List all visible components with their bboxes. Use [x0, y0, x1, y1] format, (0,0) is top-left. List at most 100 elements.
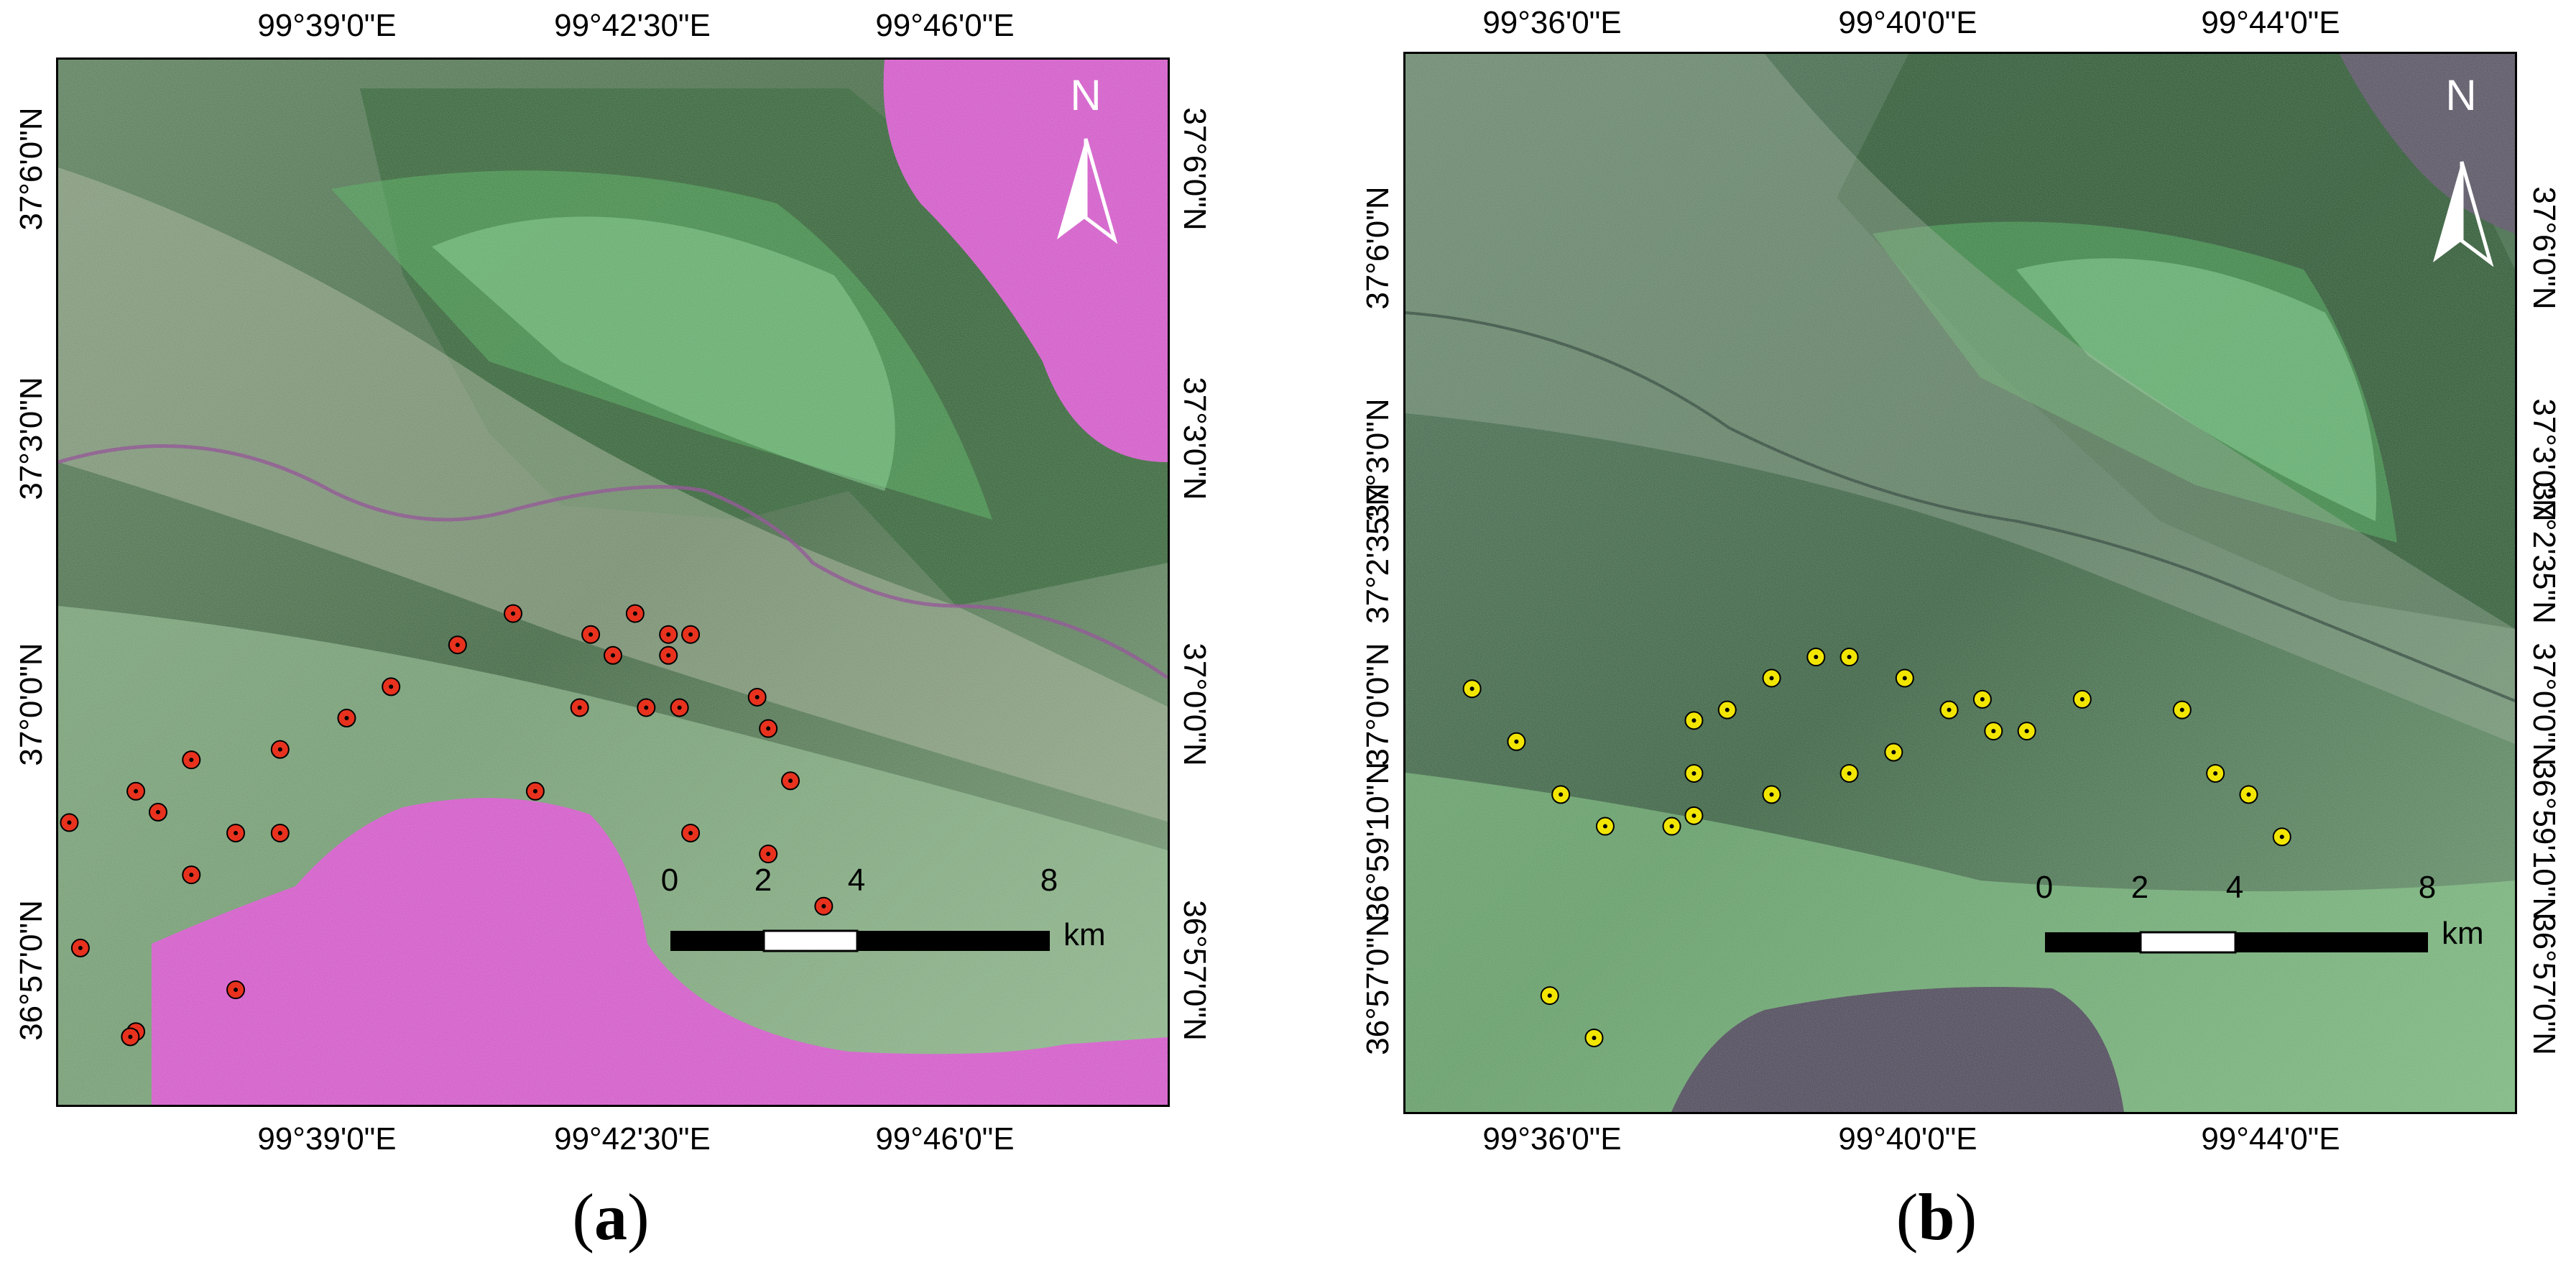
- sample-point-center: [277, 747, 282, 752]
- sample-point-center: [155, 809, 160, 814]
- sample-point-center: [1725, 707, 1730, 712]
- lat-label-right: 37°3'0"N: [1177, 377, 1212, 500]
- scale-tick-2: 2: [754, 863, 772, 898]
- lon-label-bottom: 99°36'0"E: [1482, 1121, 1622, 1157]
- caption-letter: a: [594, 1180, 627, 1254]
- sample-point-center: [1980, 697, 1985, 702]
- figure-caption-b: (b): [1896, 1180, 1977, 1254]
- sample-point-center: [577, 705, 582, 710]
- lat-label-left: 37°3'0"N: [14, 377, 49, 500]
- lon-label-top: 99°44'0"E: [2201, 5, 2340, 40]
- sample-point-center: [1514, 739, 1519, 744]
- sample-point-center: [189, 873, 194, 878]
- lon-label-bottom: 99°44'0"E: [2201, 1121, 2340, 1157]
- lat-label-right: 36°57'0"N: [1177, 900, 1212, 1041]
- sample-point-center: [754, 694, 760, 699]
- sample-point-center: [532, 789, 537, 794]
- lat-label-right: 37°2'35"N: [2526, 483, 2562, 624]
- sample-point-center: [1469, 686, 1474, 691]
- sample-point-center: [128, 1034, 133, 1039]
- lon-label-bottom: 99°40'0"E: [1838, 1121, 1977, 1157]
- sample-point-center: [2279, 835, 2284, 840]
- figure-caption-a: (a): [572, 1180, 650, 1254]
- sample-point-center: [1602, 824, 1607, 829]
- sample-point-center: [1902, 676, 1907, 681]
- north-label-b: N: [2445, 71, 2477, 119]
- sample-point-center: [234, 830, 239, 835]
- sample-point-center: [677, 705, 682, 710]
- lon-label-bottom: 99°39'0"E: [257, 1121, 397, 1157]
- sample-point-center: [67, 820, 72, 825]
- lon-label-top: 99°42'30"E: [554, 8, 711, 43]
- scale-unit-label: km: [2442, 916, 2484, 951]
- sample-point-center: [2024, 729, 2029, 734]
- sample-point-center: [1847, 771, 1852, 776]
- sample-points-a: [60, 604, 834, 1047]
- panel-b: 0 2 4 8 km N 99°36'0"E 99°40'0"E 99°44'0…: [1286, 0, 2576, 1278]
- sample-point-center: [766, 726, 771, 731]
- scale-tick-2: 2: [2130, 870, 2149, 905]
- sample-point-center: [632, 611, 637, 616]
- sample-point-center: [688, 830, 693, 835]
- sample-points-b: [1462, 648, 2291, 1047]
- sample-point-center: [1847, 655, 1852, 660]
- map-image-a: [58, 60, 1168, 1105]
- lon-label-top: 99°46'0"E: [875, 8, 1015, 43]
- sample-point-center: [1592, 1035, 1597, 1040]
- sample-point-center: [644, 705, 649, 710]
- lon-label-top: 99°39'0"E: [257, 8, 397, 43]
- sample-point-center: [588, 632, 594, 637]
- sample-point-center: [2213, 771, 2218, 776]
- scale-unit-label: km: [1063, 917, 1106, 952]
- sample-point-center: [611, 653, 615, 658]
- scale-bar-b: [2045, 931, 2428, 954]
- north-arrow-icon-b: [2433, 161, 2494, 267]
- lat-label-right: 36°59'10"N: [2526, 761, 2562, 921]
- sample-point-center: [1559, 792, 1564, 797]
- scale-tick-8: 8: [2418, 870, 2437, 905]
- north-label-a: N: [1070, 71, 1102, 119]
- sample-point-center: [134, 789, 139, 794]
- sample-point-center: [78, 945, 83, 950]
- sample-point-center: [1669, 824, 1674, 829]
- lat-label-left: 37°2'35"N: [1360, 483, 1395, 624]
- sample-point-center: [766, 852, 771, 857]
- lat-label-right: 37°0'0"N: [1177, 643, 1212, 766]
- satellite-map-a: [56, 58, 1170, 1107]
- lon-label-top: 99°36'0"E: [1482, 5, 1622, 40]
- scale-tick-0: 0: [660, 863, 679, 898]
- lon-label-bottom: 99°42'30"E: [554, 1121, 711, 1157]
- sample-point-center: [277, 830, 282, 835]
- map-image-b: [1405, 54, 2515, 1112]
- sample-point-center: [1769, 676, 1774, 681]
- scale-bar-a: [670, 929, 1050, 952]
- panel-a: 0 2 4 8 km N 99°39'0"E 99°42'30"E 99°46'…: [0, 0, 1222, 1278]
- sample-point-center: [2079, 697, 2085, 702]
- lat-label-left: 36°59'10"N: [1360, 761, 1395, 921]
- sample-point-center: [688, 632, 693, 637]
- sample-point-center: [234, 988, 239, 993]
- sample-point-center: [1691, 813, 1696, 818]
- lat-label-left: 37°6'0"N: [14, 107, 49, 231]
- sample-point-center: [1547, 993, 1552, 998]
- north-arrow-icon-a: [1057, 138, 1118, 244]
- sample-point-center: [344, 716, 349, 721]
- lon-label-top: 99°40'0"E: [1838, 5, 1977, 40]
- lat-label-left: 37°0'0"N: [14, 643, 49, 766]
- sample-point-center: [2179, 707, 2184, 712]
- sample-point-center: [1891, 750, 1896, 755]
- sample-point-center: [666, 632, 671, 637]
- lat-label-right: 36°57'0"N: [2526, 914, 2562, 1055]
- lat-label-right: 37°6'0"N: [1177, 107, 1212, 231]
- satellite-map-b: [1403, 52, 2517, 1114]
- lat-label-left: 36°57'0"N: [1360, 914, 1395, 1055]
- lat-label-left: 36°57'0"N: [14, 900, 49, 1041]
- lat-label-right: 37°6'0"N: [2526, 186, 2562, 310]
- scale-tick-4: 4: [2225, 870, 2244, 905]
- sample-point-center: [189, 758, 194, 763]
- sample-point-center: [2246, 792, 2251, 797]
- sample-point-center: [1769, 792, 1774, 797]
- caption-letter: b: [1918, 1180, 1955, 1254]
- sample-point-center: [821, 904, 826, 909]
- lat-label-right: 37°0'0"N: [2526, 643, 2562, 766]
